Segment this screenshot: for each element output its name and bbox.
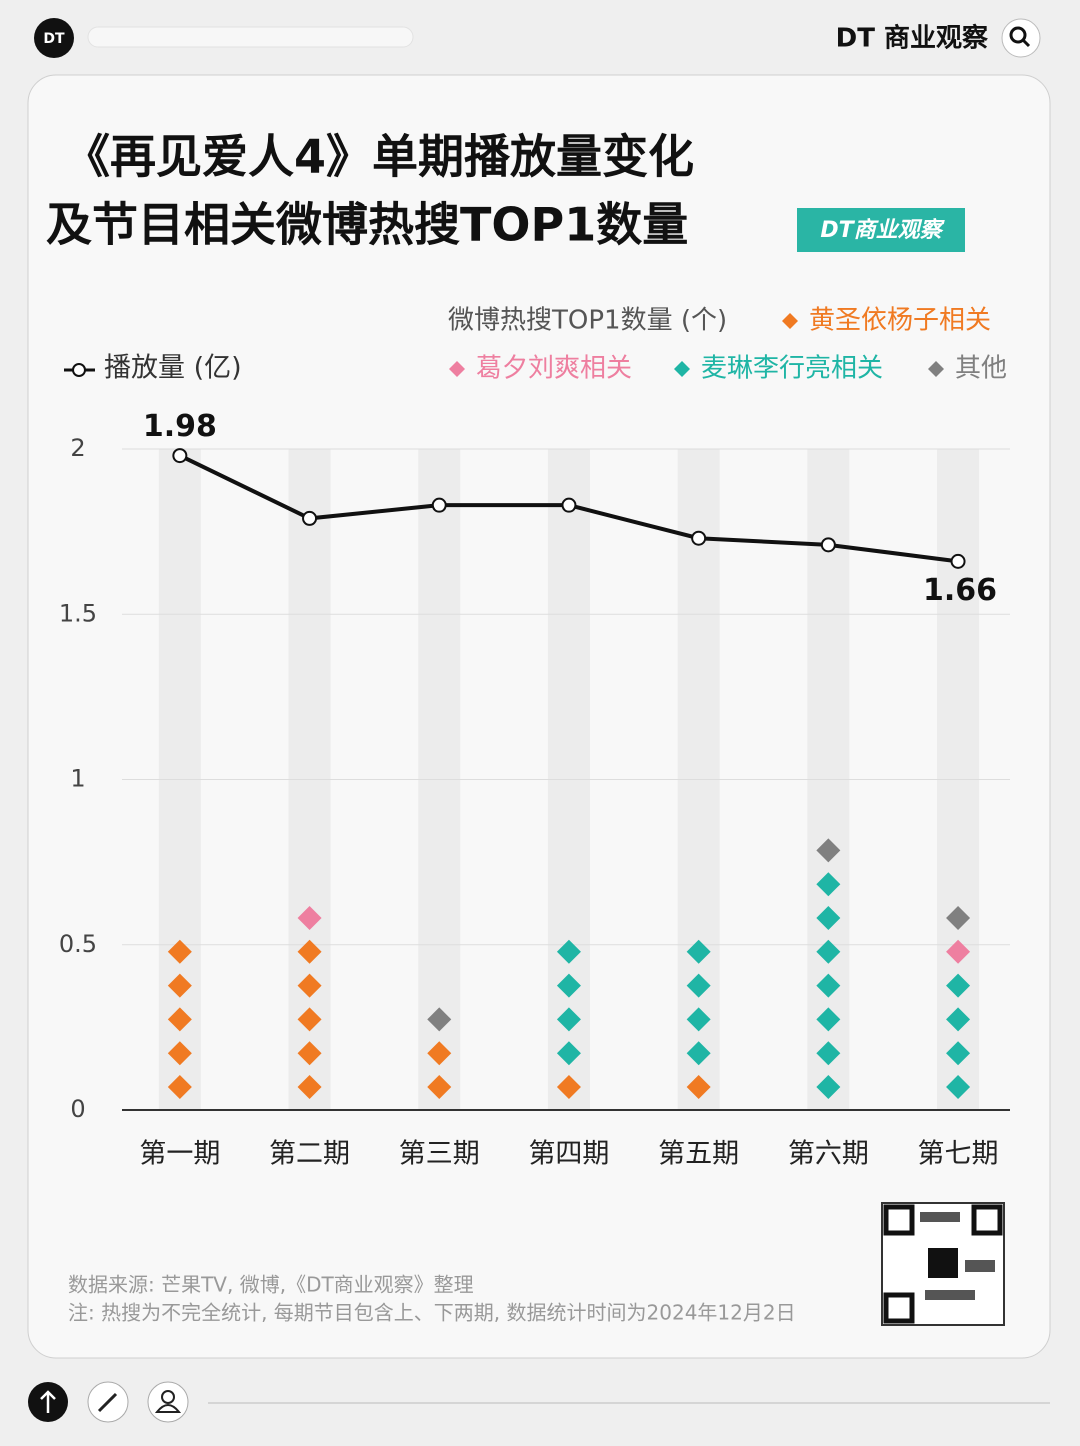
count-diamond (816, 939, 841, 964)
count-diamond (167, 1075, 192, 1099)
count-diamond (946, 906, 971, 930)
count-diamond (427, 1007, 452, 1032)
chart-title: 及节目相关微博热搜TOP1数量 (46, 198, 688, 252)
profile-icon (154, 1404, 182, 1413)
count-diamond (816, 973, 841, 998)
count-diamond (556, 1007, 581, 1032)
point (172, 448, 188, 464)
x-tick-label: 第六期 (788, 1139, 869, 1170)
y-tick-label: 2 (70, 434, 85, 462)
logo-text: DT (43, 31, 65, 47)
legend-label: 黄圣依杨子相关 (809, 306, 991, 336)
legend-marker (928, 361, 944, 377)
x-tick-label: 第三期 (399, 1139, 480, 1170)
source: 数据来源: 芒果TV, 微博,《DT商业观察》整理 (68, 1273, 474, 1297)
count-diamond (946, 1007, 971, 1032)
profile-icon (161, 1390, 175, 1404)
count-diamond (297, 906, 322, 930)
badge-text: DT商业观察 (820, 217, 945, 243)
count-diamond (297, 939, 322, 964)
point (691, 530, 707, 546)
x-tick-label: 第五期 (658, 1139, 739, 1170)
count-diamond (816, 1075, 841, 1099)
legend-title: 微博热搜TOP1数量 (个) (448, 306, 727, 336)
x-tick-label: 第四期 (528, 1139, 609, 1170)
brand: DT 商业观察 (836, 23, 989, 54)
legend-label: 播放量 (亿) (104, 353, 242, 384)
search-icon (1009, 26, 1027, 44)
count-diamond (427, 1041, 452, 1066)
qr-code (881, 1202, 1005, 1326)
point (561, 497, 577, 513)
count-diamond (686, 939, 711, 964)
y-tick-label: 0 (70, 1095, 85, 1123)
x-tick-label: 第二期 (269, 1139, 350, 1170)
count-diamond (297, 973, 322, 998)
count-diamond (946, 939, 971, 964)
search-icon (1021, 38, 1031, 48)
logo[interactable] (34, 18, 74, 58)
badge (797, 208, 965, 252)
count-diamond (816, 838, 841, 863)
count-diamond (556, 1041, 581, 1066)
count-diamond (427, 1075, 452, 1099)
count-diamond (816, 872, 841, 897)
plot: 0 0.5 1 1.5 2 第一期 第二期 第三期 第四期 第五期 第六期 第七期 黄圣依杨子相关麦琳李… (59, 306, 1010, 1170)
count-diamond (686, 1075, 711, 1099)
search-button[interactable] (1001, 18, 1041, 58)
search-bar[interactable] (87, 26, 414, 48)
count-diamond (167, 939, 192, 964)
count-diamond (686, 1041, 711, 1066)
count-diamond (556, 973, 581, 998)
count-diamond (167, 1007, 192, 1032)
count-diamond (686, 1007, 711, 1032)
count-diamond (167, 973, 192, 998)
count-diamond (556, 939, 581, 964)
y-tick-label: 1.5 (59, 599, 97, 627)
legend-label: 麦琳李行亮相关 (701, 354, 883, 384)
legend-label: 葛夕刘爽相关 (476, 354, 632, 384)
legend-label: 其他 (955, 354, 1007, 384)
count-diamond (556, 1075, 581, 1099)
count-diamond (816, 906, 841, 930)
count-diamond (297, 1075, 322, 1099)
value-label: 1.66 (923, 573, 997, 608)
count-diamond (816, 1041, 841, 1066)
y-tick-label: 0.5 (59, 930, 97, 958)
y-tick-label: 1 (70, 765, 85, 793)
count-diamond (946, 1075, 971, 1099)
legend-marker (449, 361, 465, 377)
x-tick-label: 第一期 (139, 1139, 220, 1170)
value-label: 1.98 (143, 409, 217, 444)
x-tick-label: 第七期 (918, 1139, 999, 1170)
count-diamond (946, 973, 971, 998)
count-diamond (297, 1041, 322, 1066)
point (950, 553, 966, 569)
note: 注: 热搜为不完全统计, 每期节目包含上、下两期, 数据统计时间为2024年12… (68, 1301, 796, 1325)
chart-title: 《再见爱人4》单期播放量变化 (64, 130, 694, 184)
edit-icon (97, 1392, 118, 1413)
count-diamond (297, 1007, 322, 1032)
point (302, 510, 318, 526)
count-diamond (816, 1007, 841, 1032)
point (820, 537, 836, 553)
top-icon (40, 1390, 56, 1400)
count-diamond (946, 1041, 971, 1066)
count-diamond (167, 1041, 192, 1066)
legend-marker (674, 361, 690, 377)
legend-marker (782, 313, 798, 329)
card (27, 74, 1051, 1359)
point (431, 497, 447, 513)
count-diamond (686, 973, 711, 998)
legend-marker (72, 363, 86, 377)
